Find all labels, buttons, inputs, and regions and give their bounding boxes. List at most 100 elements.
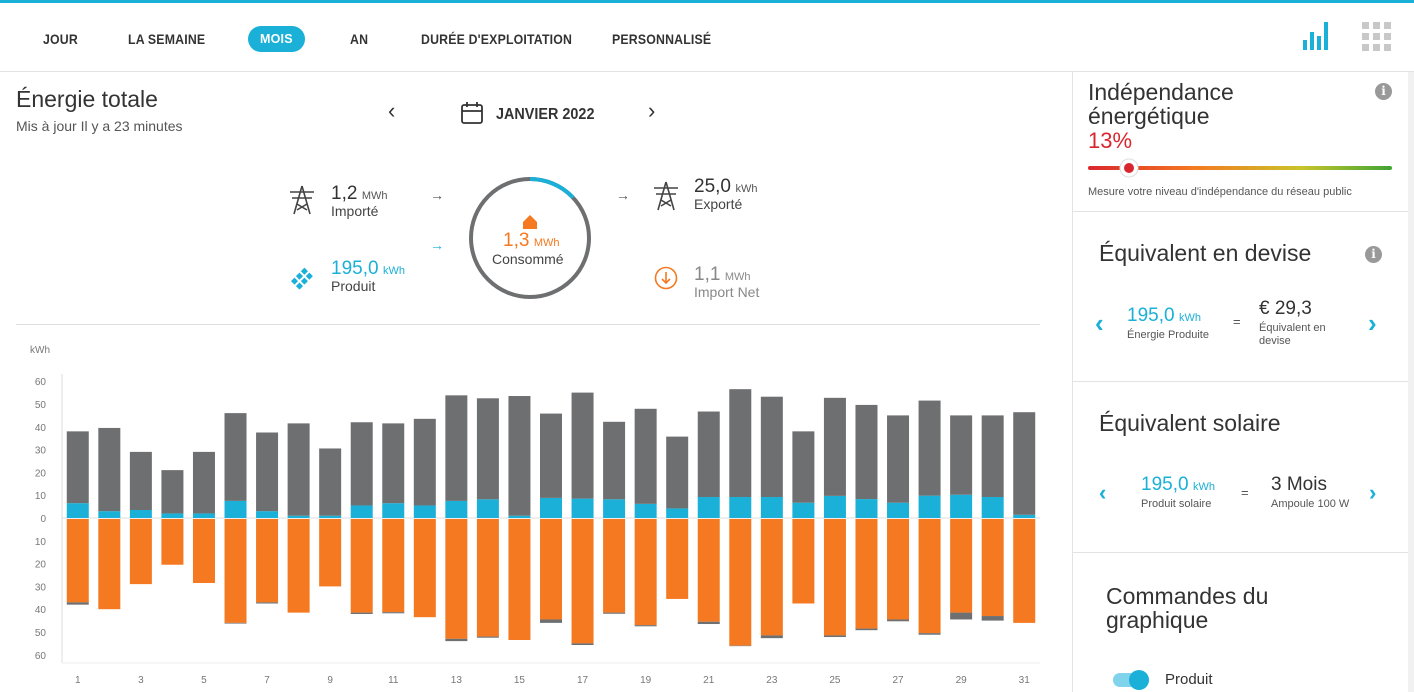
bar-consumption-day-3	[129, 519, 152, 585]
bar-consumption-day-5	[192, 519, 215, 583]
currency-left-value: 195,0 kWh Énergie Produite	[1127, 305, 1209, 341]
bar-exported-day-13	[445, 638, 468, 642]
bar-produced-day-6	[224, 500, 247, 518]
independence-section: Indépendance énergétique i 13% Mesure vo…	[1073, 72, 1414, 212]
bar-consumption-day-17	[571, 519, 594, 644]
bar-imported-day-12	[413, 418, 436, 506]
y-tick-label: 20	[35, 560, 47, 571]
bar-exported-day-23	[760, 635, 783, 639]
currency-prev-button[interactable]: ‹	[1095, 308, 1104, 338]
bar-exported-day-18	[603, 612, 626, 614]
bar-exported-day-11	[382, 612, 405, 614]
bar-imported-day-23	[760, 396, 783, 498]
independence-percent: 13%	[1088, 128, 1133, 153]
prev-period-button[interactable]: ‹	[388, 98, 396, 123]
bar-produced-day-30	[981, 497, 1004, 518]
bar-produced-day-9	[319, 515, 342, 518]
bar-exported-day-16	[540, 619, 562, 623]
x-tick-label: 3	[138, 675, 144, 686]
bar-produced-day-12	[413, 505, 436, 518]
exported-stat: 25,0 kWh Exporté	[694, 176, 758, 212]
bar-consumption-day-24	[792, 519, 815, 604]
bar-produced-day-31	[1013, 514, 1036, 518]
bar-produced-day-20	[666, 508, 689, 518]
export-tower-icon	[654, 181, 678, 211]
bar-imported-day-27	[887, 415, 910, 503]
y-tick-label: 10	[35, 491, 47, 502]
bar-imported-day-8	[287, 423, 310, 516]
info-icon[interactable]: i	[1365, 246, 1382, 263]
solar-prev-button[interactable]: ‹	[1099, 480, 1107, 505]
bar-produced-day-5	[192, 513, 215, 518]
bar-imported-day-16	[540, 413, 562, 498]
bar-imported-day-19	[634, 408, 657, 504]
tab-personnalise[interactable]: PERSONNALISÉ	[612, 31, 712, 47]
next-period-button[interactable]: ›	[648, 98, 656, 123]
produit-toggle[interactable]	[1113, 670, 1149, 690]
controls-title: Commandes du graphique	[1106, 583, 1269, 633]
bar-produced-day-29	[950, 494, 973, 518]
bar-exported-day-28	[918, 633, 941, 635]
bar-imported-day-10	[350, 422, 373, 506]
solar-right-value: 3 Mois Ampoule 100 W	[1271, 474, 1350, 510]
import-arrow-icon: →	[430, 187, 444, 203]
x-tick-label: 27	[892, 675, 904, 686]
bar-produced-day-18	[603, 499, 626, 518]
bar-consumption-day-30	[981, 519, 1004, 617]
solar-next-button[interactable]: ›	[1369, 480, 1377, 505]
bar-consumption-day-20	[666, 519, 689, 599]
tab-an[interactable]: AN	[350, 31, 369, 47]
produce-arrow-icon: →	[430, 237, 444, 253]
bar-consumption-day-13	[445, 519, 468, 639]
bar-imported-day-1	[66, 431, 89, 504]
bar-consumption-day-18	[603, 519, 626, 613]
bar-consumption-day-31	[1013, 519, 1036, 623]
y-tick-label: 20	[35, 468, 47, 479]
x-tick-label: 25	[829, 675, 841, 686]
currency-next-button[interactable]: ›	[1368, 308, 1377, 338]
bar-imported-day-22	[729, 389, 752, 498]
y-tick-label: 10	[35, 537, 47, 548]
bar-consumption-day-15	[508, 519, 531, 640]
independence-note: Mesure votre niveau d'indépendance du ré…	[1088, 186, 1352, 198]
grid-icon[interactable]	[1362, 22, 1392, 52]
bar-consumption-day-27	[887, 519, 910, 620]
bar-exported-day-6	[224, 622, 247, 624]
equals-sign: =	[1241, 485, 1249, 500]
bar-produced-day-28	[918, 495, 941, 518]
consumed-stat: 1,3 MWh	[503, 230, 560, 251]
bar-exported-day-21	[697, 621, 720, 625]
tab-semaine[interactable]: LA SEMAINE	[128, 31, 206, 47]
net-import-icon	[654, 266, 678, 290]
calendar-icon[interactable]	[460, 101, 484, 125]
x-tick-label: 1	[75, 675, 81, 686]
bar-produced-day-24	[792, 502, 815, 518]
tab-jour[interactable]: JOUR	[43, 31, 78, 47]
bar-consumption-day-7	[256, 519, 279, 603]
right-scrollbar[interactable]	[1408, 72, 1414, 692]
bar-exported-day-14	[476, 636, 499, 638]
bar-exported-day-10	[350, 612, 373, 614]
independence-title: Indépendance énergétique	[1088, 79, 1234, 129]
chart-controls-section: Commandes du graphique Produit	[1073, 553, 1414, 692]
x-tick-label: 21	[703, 675, 715, 686]
bar-consumption-day-1	[66, 519, 89, 603]
bar-consumption-day-21	[697, 519, 720, 622]
bar-consumption-day-28	[918, 519, 941, 634]
bar-produced-day-8	[287, 515, 310, 518]
bar-imported-day-3	[129, 451, 152, 511]
info-icon[interactable]: i	[1375, 83, 1392, 100]
solar-section: Équivalent solaire ‹ 195,0 kWh Produit s…	[1073, 382, 1414, 553]
bar-produced-day-26	[855, 499, 878, 518]
y-tick-label: 60	[35, 651, 47, 662]
bar-produced-day-23	[760, 497, 783, 518]
produit-toggle-label: Produit	[1165, 671, 1213, 688]
bar-imported-day-30	[981, 415, 1004, 498]
bar-chart-icon[interactable]	[1302, 20, 1332, 52]
y-tick-label: 30	[35, 446, 47, 457]
tab-mois[interactable]: MOIS	[248, 26, 305, 52]
tab-duree-exploitation[interactable]: DURÉE D'EXPLOITATION	[421, 31, 573, 47]
bar-imported-day-6	[224, 413, 247, 501]
bar-produced-day-21	[697, 497, 720, 518]
